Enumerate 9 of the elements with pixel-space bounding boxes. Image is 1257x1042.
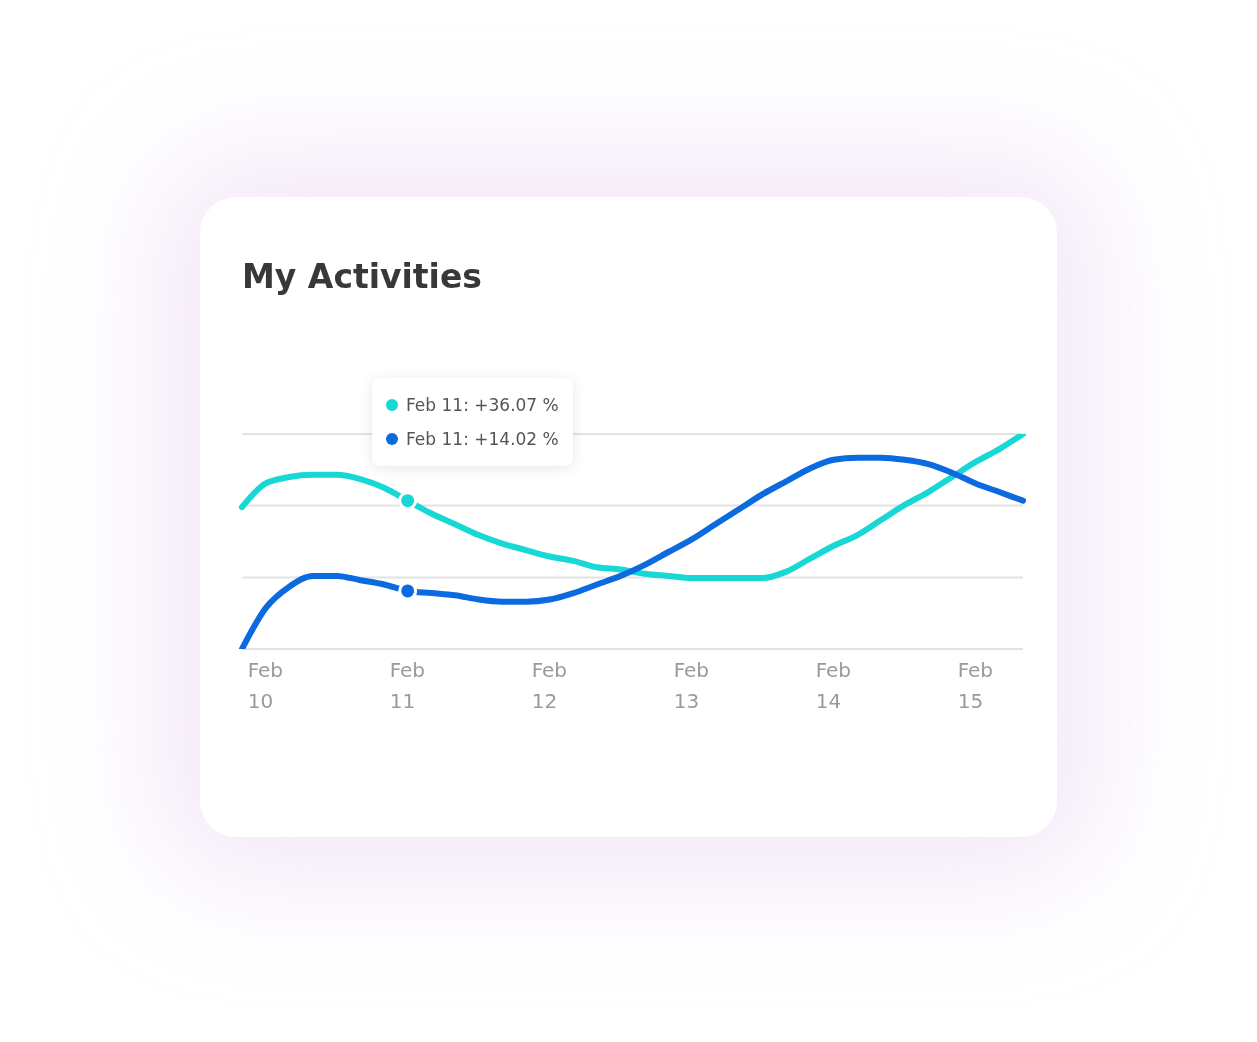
annotation: Feb 11: +14.02 % [406,429,559,449]
x-tick-label: Feb 14 [815,658,852,713]
x-tick-label: Feb 15 [957,658,994,713]
chart-title: My Activities [242,257,482,296]
text: Feb 11: +36.07 % [406,395,559,415]
x-tick-label: Feb 13 [673,658,710,713]
x-tick-label: Feb 10 [247,658,284,713]
x-tick-label: Feb 11 [389,658,426,713]
x-tick-label: Feb 12 [531,658,568,713]
